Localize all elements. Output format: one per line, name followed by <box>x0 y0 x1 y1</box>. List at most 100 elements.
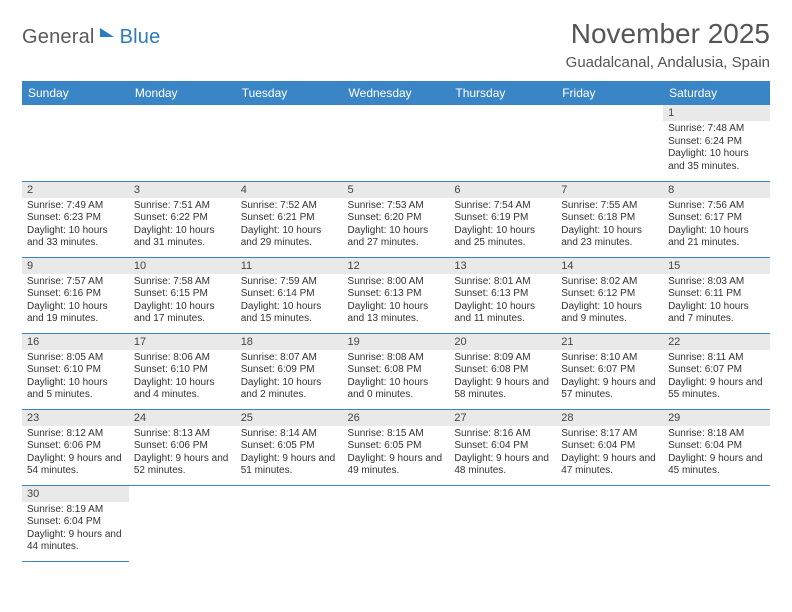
day-number: 5 <box>343 182 450 198</box>
sunrise-line: Sunrise: 8:12 AM <box>27 428 124 441</box>
sunrise-line: Sunrise: 8:09 AM <box>454 352 551 365</box>
calendar-table: SundayMondayTuesdayWednesdayThursdayFrid… <box>22 81 770 562</box>
brand-logo: General Blue <box>22 18 160 49</box>
sunrise-line: Sunrise: 7:54 AM <box>454 200 551 213</box>
day-details: Sunrise: 8:17 AMSunset: 6:04 PMDaylight:… <box>556 426 663 482</box>
calendar-empty <box>449 105 556 181</box>
calendar-body: 1Sunrise: 7:48 AMSunset: 6:24 PMDaylight… <box>22 105 770 561</box>
day-number: 8 <box>663 182 770 198</box>
day-number: 26 <box>343 410 450 426</box>
sunset-line: Sunset: 6:04 PM <box>561 440 658 453</box>
day-details: Sunrise: 8:02 AMSunset: 6:12 PMDaylight:… <box>556 274 663 330</box>
day-header: Saturday <box>663 81 770 105</box>
sunrise-line: Sunrise: 8:19 AM <box>27 504 124 517</box>
sunset-line: Sunset: 6:19 PM <box>454 212 551 225</box>
daylight-line: Daylight: 9 hours and 58 minutes. <box>454 377 551 402</box>
daylight-line: Daylight: 10 hours and 35 minutes. <box>668 148 765 173</box>
sunrise-line: Sunrise: 8:18 AM <box>668 428 765 441</box>
daylight-line: Daylight: 10 hours and 33 minutes. <box>27 225 124 250</box>
daylight-line: Daylight: 10 hours and 13 minutes. <box>348 301 445 326</box>
sunset-line: Sunset: 6:15 PM <box>134 288 231 301</box>
day-number: 20 <box>449 334 556 350</box>
calendar-empty <box>129 485 236 561</box>
day-number: 24 <box>129 410 236 426</box>
sunrise-line: Sunrise: 7:48 AM <box>668 123 765 136</box>
day-number: 22 <box>663 334 770 350</box>
calendar-day: 9Sunrise: 7:57 AMSunset: 6:16 PMDaylight… <box>22 257 129 333</box>
daylight-line: Daylight: 9 hours and 54 minutes. <box>27 453 124 478</box>
sunrise-line: Sunrise: 7:52 AM <box>241 200 338 213</box>
day-details: Sunrise: 7:55 AMSunset: 6:18 PMDaylight:… <box>556 198 663 254</box>
day-details: Sunrise: 8:10 AMSunset: 6:07 PMDaylight:… <box>556 350 663 406</box>
daylight-line: Daylight: 10 hours and 5 minutes. <box>27 377 124 402</box>
calendar-day: 17Sunrise: 8:06 AMSunset: 6:10 PMDayligh… <box>129 333 236 409</box>
day-details: Sunrise: 8:01 AMSunset: 6:13 PMDaylight:… <box>449 274 556 330</box>
calendar-day: 12Sunrise: 8:00 AMSunset: 6:13 PMDayligh… <box>343 257 450 333</box>
day-details: Sunrise: 8:08 AMSunset: 6:08 PMDaylight:… <box>343 350 450 406</box>
sunset-line: Sunset: 6:23 PM <box>27 212 124 225</box>
sunset-line: Sunset: 6:05 PM <box>241 440 338 453</box>
daylight-line: Daylight: 10 hours and 15 minutes. <box>241 301 338 326</box>
calendar-day: 28Sunrise: 8:17 AMSunset: 6:04 PMDayligh… <box>556 409 663 485</box>
day-number: 16 <box>22 334 129 350</box>
calendar-day: 30Sunrise: 8:19 AMSunset: 6:04 PMDayligh… <box>22 485 129 561</box>
sunrise-line: Sunrise: 8:13 AM <box>134 428 231 441</box>
daylight-line: Daylight: 9 hours and 52 minutes. <box>134 453 231 478</box>
day-details: Sunrise: 8:07 AMSunset: 6:09 PMDaylight:… <box>236 350 343 406</box>
sunset-line: Sunset: 6:20 PM <box>348 212 445 225</box>
day-details: Sunrise: 8:19 AMSunset: 6:04 PMDaylight:… <box>22 502 129 558</box>
day-details: Sunrise: 7:48 AMSunset: 6:24 PMDaylight:… <box>663 121 770 177</box>
day-header-row: SundayMondayTuesdayWednesdayThursdayFrid… <box>22 81 770 105</box>
calendar-day: 20Sunrise: 8:09 AMSunset: 6:08 PMDayligh… <box>449 333 556 409</box>
day-details: Sunrise: 8:13 AMSunset: 6:06 PMDaylight:… <box>129 426 236 482</box>
calendar-empty <box>663 485 770 561</box>
day-number: 14 <box>556 258 663 274</box>
day-details: Sunrise: 7:57 AMSunset: 6:16 PMDaylight:… <box>22 274 129 330</box>
day-details: Sunrise: 8:05 AMSunset: 6:10 PMDaylight:… <box>22 350 129 406</box>
sunset-line: Sunset: 6:06 PM <box>27 440 124 453</box>
sunrise-line: Sunrise: 7:56 AM <box>668 200 765 213</box>
day-details: Sunrise: 7:54 AMSunset: 6:19 PMDaylight:… <box>449 198 556 254</box>
sunrise-line: Sunrise: 8:01 AM <box>454 276 551 289</box>
daylight-line: Daylight: 9 hours and 51 minutes. <box>241 453 338 478</box>
calendar-day: 3Sunrise: 7:51 AMSunset: 6:22 PMDaylight… <box>129 181 236 257</box>
calendar-day: 18Sunrise: 8:07 AMSunset: 6:09 PMDayligh… <box>236 333 343 409</box>
day-number: 12 <box>343 258 450 274</box>
day-details: Sunrise: 8:09 AMSunset: 6:08 PMDaylight:… <box>449 350 556 406</box>
calendar-empty <box>129 105 236 181</box>
calendar-day: 10Sunrise: 7:58 AMSunset: 6:15 PMDayligh… <box>129 257 236 333</box>
calendar-day: 1Sunrise: 7:48 AMSunset: 6:24 PMDaylight… <box>663 105 770 181</box>
day-details: Sunrise: 8:18 AMSunset: 6:04 PMDaylight:… <box>663 426 770 482</box>
calendar-day: 5Sunrise: 7:53 AMSunset: 6:20 PMDaylight… <box>343 181 450 257</box>
calendar-day: 11Sunrise: 7:59 AMSunset: 6:14 PMDayligh… <box>236 257 343 333</box>
sunrise-line: Sunrise: 8:06 AM <box>134 352 231 365</box>
day-number: 2 <box>22 182 129 198</box>
calendar-day: 26Sunrise: 8:15 AMSunset: 6:05 PMDayligh… <box>343 409 450 485</box>
day-number: 27 <box>449 410 556 426</box>
sunset-line: Sunset: 6:18 PM <box>561 212 658 225</box>
calendar-day: 15Sunrise: 8:03 AMSunset: 6:11 PMDayligh… <box>663 257 770 333</box>
sunset-line: Sunset: 6:10 PM <box>27 364 124 377</box>
sunset-line: Sunset: 6:16 PM <box>27 288 124 301</box>
day-header: Friday <box>556 81 663 105</box>
calendar-week: 1Sunrise: 7:48 AMSunset: 6:24 PMDaylight… <box>22 105 770 181</box>
sunset-line: Sunset: 6:17 PM <box>668 212 765 225</box>
calendar-day: 13Sunrise: 8:01 AMSunset: 6:13 PMDayligh… <box>449 257 556 333</box>
day-number: 19 <box>343 334 450 350</box>
day-number: 29 <box>663 410 770 426</box>
day-details: Sunrise: 7:49 AMSunset: 6:23 PMDaylight:… <box>22 198 129 254</box>
sunrise-line: Sunrise: 8:11 AM <box>668 352 765 365</box>
title-block: November 2025 Guadalcanal, Andalusia, Sp… <box>566 18 770 71</box>
sunset-line: Sunset: 6:08 PM <box>348 364 445 377</box>
sunset-line: Sunset: 6:22 PM <box>134 212 231 225</box>
day-header: Thursday <box>449 81 556 105</box>
sunset-line: Sunset: 6:04 PM <box>454 440 551 453</box>
day-header: Wednesday <box>343 81 450 105</box>
calendar-day: 27Sunrise: 8:16 AMSunset: 6:04 PMDayligh… <box>449 409 556 485</box>
day-details: Sunrise: 7:59 AMSunset: 6:14 PMDaylight:… <box>236 274 343 330</box>
daylight-line: Daylight: 9 hours and 57 minutes. <box>561 377 658 402</box>
sunrise-line: Sunrise: 8:08 AM <box>348 352 445 365</box>
sunrise-line: Sunrise: 8:17 AM <box>561 428 658 441</box>
day-number: 25 <box>236 410 343 426</box>
calendar-week: 2Sunrise: 7:49 AMSunset: 6:23 PMDaylight… <box>22 181 770 257</box>
